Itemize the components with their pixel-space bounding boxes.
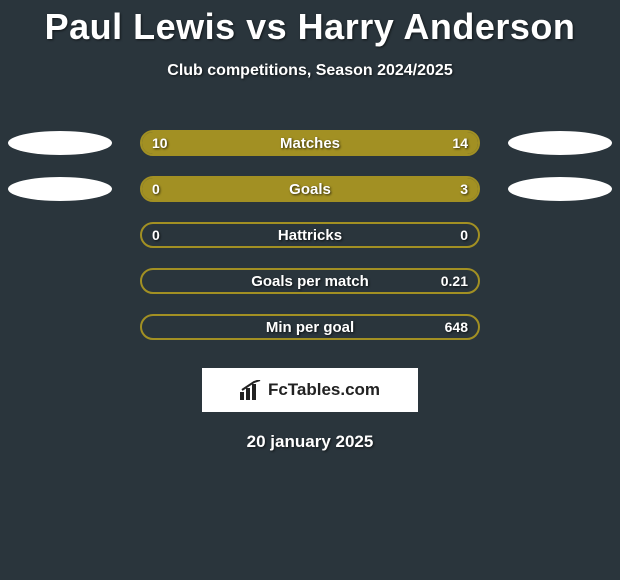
stat-bar: 10Matches14 xyxy=(140,130,480,156)
stat-value-right: 648 xyxy=(445,319,468,335)
stat-label: Min per goal xyxy=(142,319,478,336)
stat-row: 0Hattricks0 xyxy=(0,212,620,258)
player2-ellipse xyxy=(508,177,612,201)
stat-bar: 0Hattricks0 xyxy=(140,222,480,248)
stat-value-right: 0.21 xyxy=(441,273,468,289)
date-text: 20 january 2025 xyxy=(0,432,620,452)
player1-ellipse xyxy=(8,131,112,155)
logo-text: FcTables.com xyxy=(268,380,380,400)
stat-label: Goals per match xyxy=(142,273,478,290)
stat-value-left: 10 xyxy=(152,135,168,151)
player2-ellipse xyxy=(508,131,612,155)
stat-value-right: 3 xyxy=(460,181,468,197)
stat-bar: Min per goal648 xyxy=(140,314,480,340)
fill-player2 xyxy=(209,178,478,200)
fill-player2 xyxy=(283,132,478,154)
stat-value-right: 14 xyxy=(452,135,468,151)
stat-value-left: 0 xyxy=(152,181,160,197)
page-title: Paul Lewis vs Harry Anderson xyxy=(0,0,620,48)
stat-row: Min per goal648 xyxy=(0,304,620,350)
chart-icon xyxy=(240,380,262,400)
stat-label: Hattricks xyxy=(142,227,478,244)
stat-rows: 10Matches140Goals30Hattricks0Goals per m… xyxy=(0,120,620,350)
page-subtitle: Club competitions, Season 2024/2025 xyxy=(0,62,620,80)
stat-row: 10Matches14 xyxy=(0,120,620,166)
logo-box: FcTables.com xyxy=(202,368,418,412)
comparison-card: Paul Lewis vs Harry Anderson Club compet… xyxy=(0,0,620,580)
stat-bar: 0Goals3 xyxy=(140,176,480,202)
stat-bar: Goals per match0.21 xyxy=(140,268,480,294)
stat-value-right: 0 xyxy=(460,227,468,243)
player1-ellipse xyxy=(8,177,112,201)
stat-row: Goals per match0.21 xyxy=(0,258,620,304)
stat-row: 0Goals3 xyxy=(0,166,620,212)
stat-value-left: 0 xyxy=(152,227,160,243)
